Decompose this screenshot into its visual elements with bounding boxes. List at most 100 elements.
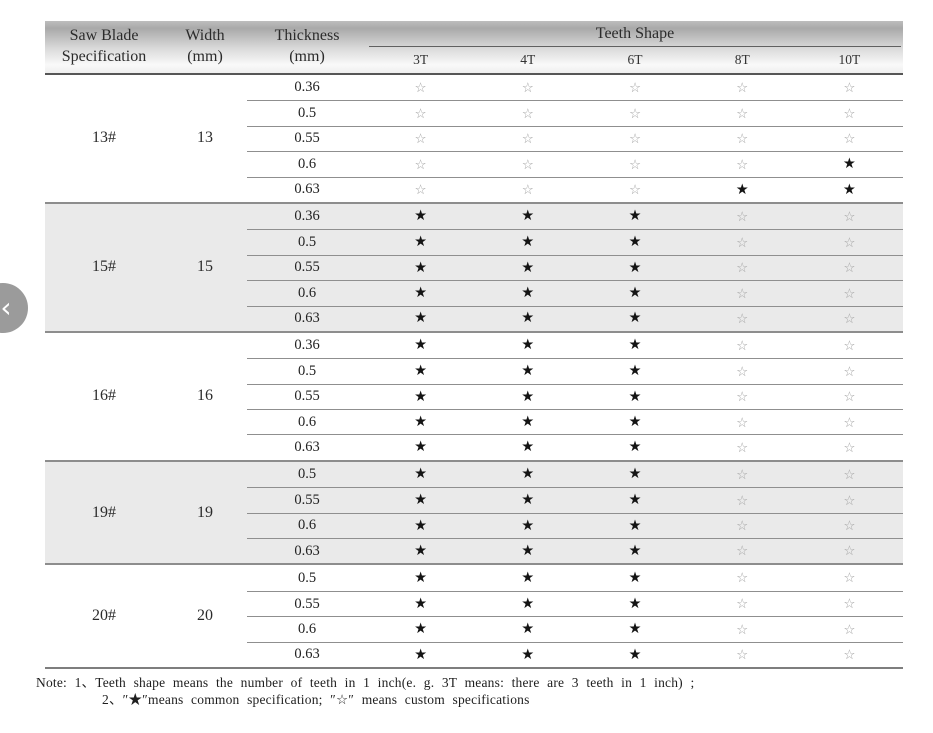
table-row: 0.6 ★ ★ ★ ☆ ☆ xyxy=(247,280,903,305)
common-star-icon: ★ xyxy=(414,337,428,354)
common-star-icon: ★ xyxy=(628,363,642,380)
common-star-icon: ★ xyxy=(628,466,642,483)
common-star-icon: ★ xyxy=(735,181,749,198)
common-star-icon: ★ xyxy=(628,517,642,534)
custom-star-icon: ☆ xyxy=(843,466,856,482)
thickness-value: 0.55 xyxy=(294,259,320,276)
thickness-value: 0.55 xyxy=(294,388,320,405)
common-star-icon: ★ xyxy=(414,414,428,431)
common-star-icon: ★ xyxy=(521,388,535,405)
common-star-icon: ★ xyxy=(414,595,428,612)
header-saw-blade-line1: Saw Blade xyxy=(69,27,139,45)
custom-star-icon: ☆ xyxy=(736,79,749,95)
custom-star-icon: ☆ xyxy=(736,337,749,353)
note: Note: 1、Teeth shape means the number of … xyxy=(36,674,916,708)
thickness-value: 0.5 xyxy=(297,569,317,586)
header-thickness: Thickness (mm) xyxy=(247,21,367,73)
thickness-value: 0.55 xyxy=(294,491,320,508)
group-rows: 0.36 ★ ★ ★ ☆ ☆ 0.5 ★ ★ ★ ☆ ☆ 0.55 ★ ★ ★ ☆ ☆ 0.6 ★ ★ ★ ☆ ☆ 0.63 ★ ★… xyxy=(247,204,903,331)
common-star-icon: ★ xyxy=(414,363,428,380)
spec-label: 15# xyxy=(92,258,116,276)
header-width-line1: Width xyxy=(185,27,225,45)
common-star-icon: ★ xyxy=(628,439,642,456)
custom-star-icon: ☆ xyxy=(843,79,856,95)
thickness-value: 0.63 xyxy=(294,646,320,663)
thickness-value: 0.5 xyxy=(297,105,317,122)
custom-star-icon: ☆ xyxy=(736,389,749,405)
table-row: 0.5 ☆ ☆ ☆ ☆ ☆ xyxy=(247,100,903,125)
common-star-icon: ★ xyxy=(521,646,535,663)
spec-group-19: 19# 19 0.5 ★ ★ ★ ☆ ☆ 0.55 ★ ★ ★ ☆ ☆ 0.6 ★ ★ ★ ☆ ☆ 0.63 ★ ★ ★ ☆ ☆ xyxy=(45,459,903,564)
custom-star-icon: ☆ xyxy=(736,131,749,147)
spec-group-20: 20# 20 0.5 ★ ★ ★ ☆ ☆ 0.55 ★ ★ ★ ☆ ☆ 0.6 ★ ★ ★ ☆ ☆ 0.63 ★ ★ ★ ☆ ☆ xyxy=(45,563,903,667)
spec-label: 16# xyxy=(92,387,116,405)
common-star-icon: ★ xyxy=(414,439,428,456)
table-row: 0.55 ★ ★ ★ ☆ ☆ xyxy=(247,487,903,512)
common-star-icon: ★ xyxy=(628,569,642,586)
custom-star-icon: ☆ xyxy=(736,596,749,612)
custom-star-icon: ☆ xyxy=(736,310,749,326)
common-star-icon: ★ xyxy=(628,414,642,431)
custom-star-icon: ☆ xyxy=(736,156,749,172)
thickness-value: 0.5 xyxy=(297,234,317,251)
custom-star-icon: ☆ xyxy=(843,439,856,455)
common-star-icon: ★ xyxy=(521,466,535,483)
common-star-icon: ★ xyxy=(414,492,428,509)
custom-star-icon: ☆ xyxy=(736,492,749,508)
common-star-icon: ★ xyxy=(414,621,428,638)
common-star-icon: ★ xyxy=(521,285,535,302)
carousel-prev-button[interactable]: ‹ xyxy=(0,283,28,333)
thickness-value: 0.6 xyxy=(297,284,317,301)
custom-star-icon: ☆ xyxy=(843,260,856,276)
header-saw-blade-specification: Saw Blade Specification xyxy=(45,21,163,73)
custom-star-icon: ☆ xyxy=(843,285,856,301)
header-teeth-col-6t: 6T xyxy=(627,52,643,67)
common-star-icon: ★ xyxy=(628,234,642,251)
custom-star-icon: ☆ xyxy=(843,310,856,326)
group-rows: 0.5 ★ ★ ★ ☆ ☆ 0.55 ★ ★ ★ ☆ ☆ 0.6 ★ ★ ★ ☆ ☆ 0.63 ★ ★ ★ ☆ ☆ xyxy=(247,462,903,564)
thickness-value: 0.63 xyxy=(294,439,320,456)
table-row: 0.5 ★ ★ ★ ☆ ☆ xyxy=(247,462,903,487)
common-star-icon: ★ xyxy=(628,646,642,663)
common-star-icon: ★ xyxy=(521,621,535,638)
custom-star-icon: ☆ xyxy=(736,543,749,559)
custom-star-icon: ☆ xyxy=(843,492,856,508)
common-star-icon: ★ xyxy=(414,569,428,586)
custom-star-icon: ☆ xyxy=(736,439,749,455)
width-value: 20 xyxy=(197,607,213,625)
note-line-2: 2、″★″means common specification; ″☆″ mea… xyxy=(102,692,530,707)
common-star-icon: ★ xyxy=(628,259,642,276)
common-star-icon: ★ xyxy=(521,234,535,251)
custom-star-icon: ☆ xyxy=(843,414,856,430)
table-row: 0.63 ★ ★ ★ ☆ ☆ xyxy=(247,538,903,563)
custom-star-icon: ☆ xyxy=(414,131,427,147)
custom-star-icon: ☆ xyxy=(414,105,427,121)
custom-star-icon: ☆ xyxy=(843,208,856,224)
custom-star-icon: ☆ xyxy=(843,105,856,121)
custom-star-icon: ☆ xyxy=(628,79,642,95)
custom-star-icon: ☆ xyxy=(736,105,749,121)
common-star-icon: ★ xyxy=(414,517,428,534)
thickness-value: 0.55 xyxy=(294,595,320,612)
common-star-icon: ★ xyxy=(628,310,642,327)
custom-star-icon: ☆ xyxy=(843,596,856,612)
spec-group-16: 16# 16 0.36 ★ ★ ★ ☆ ☆ 0.5 ★ ★ ★ ☆ ☆ 0.55 ★ ★ ★ ☆ ☆ 0.6 ★ ★ ★ ☆ ☆ 0… xyxy=(45,330,903,460)
table-row: 0.36 ☆ ☆ ☆ ☆ ☆ xyxy=(247,75,903,100)
custom-star-icon: ☆ xyxy=(414,156,427,172)
common-star-icon: ★ xyxy=(414,259,428,276)
common-star-icon: ★ xyxy=(521,208,535,225)
custom-star-icon: ☆ xyxy=(843,570,856,586)
common-star-icon: ★ xyxy=(521,259,535,276)
header-thickness-line2: (mm) xyxy=(289,48,325,65)
table-row: 0.6 ★ ★ ★ ☆ ☆ xyxy=(247,616,903,641)
common-star-icon: ★ xyxy=(842,156,856,173)
table-row: 0.63 ★ ★ ★ ☆ ☆ xyxy=(247,641,903,667)
group-rows: 0.5 ★ ★ ★ ☆ ☆ 0.55 ★ ★ ★ ☆ ☆ 0.6 ★ ★ ★ ☆ ☆ 0.63 ★ ★ ★ ☆ ☆ xyxy=(247,565,903,667)
thickness-value: 0.6 xyxy=(297,413,317,430)
header-teeth-shape-title: Teeth Shape xyxy=(369,21,901,47)
thickness-value: 0.36 xyxy=(294,337,320,354)
common-star-icon: ★ xyxy=(628,621,642,638)
common-star-icon: ★ xyxy=(521,569,535,586)
spec-label: 19# xyxy=(92,503,116,521)
chevron-left-icon: ‹ xyxy=(0,291,12,324)
